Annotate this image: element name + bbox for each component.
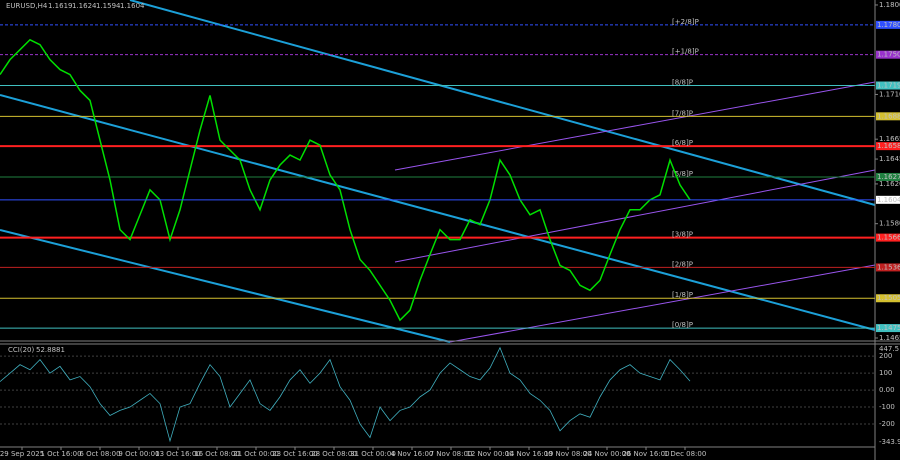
trend-lines (0, 0, 876, 343)
x-tick-label: 1 Dec 08:00 (664, 450, 707, 458)
y-tick-label: -200 (879, 420, 895, 428)
current-price-box (876, 195, 900, 204)
x-tick-label: 28 Oct 08:00 (311, 450, 357, 458)
level-label: [8/8]P (672, 78, 693, 86)
current-price-label: 1.1604 (877, 196, 900, 204)
level-value: 1.1780 (877, 21, 900, 29)
ohlc-value: 1.1604 (120, 2, 145, 10)
x-tick-label: 23 Oct 16:00 (272, 450, 318, 458)
channel-line (0, 229, 451, 343)
level-value: 1.1536 (877, 263, 900, 271)
y-tick-label: 1.1665 (879, 135, 900, 143)
level-box (876, 81, 900, 90)
level-label: [+1/8]P (672, 48, 699, 56)
x-tick-label: 19 Nov 08:00 (544, 450, 591, 458)
level-label: [2/8]P (672, 260, 693, 268)
y-tick-label: 200 (879, 352, 892, 360)
level-value: 1.1658 (877, 142, 900, 150)
y-tick-label: 1.1645 (879, 155, 900, 163)
x-tick-label: 4 Nov 16:00 (391, 450, 434, 458)
channel-line (0, 94, 876, 331)
x-tick-label: 26 Nov 16:00 (622, 450, 669, 458)
level-box (876, 20, 900, 29)
level-box (876, 294, 900, 303)
x-tick-label: 14 Nov 16:00 (505, 450, 552, 458)
ohlc-value: 1.1594 (96, 2, 121, 10)
x-tick-label: 16 Oct 08:00 (194, 450, 240, 458)
level-label: [7/8]P (672, 109, 693, 117)
channel-line (129, 0, 876, 206)
symbol: EURUSD,H4 (6, 2, 48, 10)
x-tick-label: 9 Oct 00:00 (118, 450, 159, 458)
level-label: [0/8]P (672, 321, 693, 329)
level-value: 1.1505 (877, 294, 900, 302)
x-tick-label: 29 Sep 2025 (0, 450, 44, 458)
x-tick-label: 7 Nov 08:00 (430, 450, 473, 458)
x-tick-label: 13 Oct 16:00 (155, 450, 201, 458)
level-value: 1.1566 (877, 234, 900, 242)
level-value: 1.1627 (877, 173, 900, 181)
x-tick-label: 12 Nov 00:00 (466, 450, 513, 458)
level-box (876, 142, 900, 151)
level-value: 1.1719 (877, 81, 900, 89)
level-value: 1.1750 (877, 51, 900, 59)
level-box (876, 112, 900, 121)
y-tick-label: 1.1580 (879, 220, 900, 228)
y-tick-label: 1.1800 (879, 1, 900, 9)
cci-value: 52.8881 (36, 346, 65, 354)
level-value: 1.1688 (877, 112, 900, 120)
x-tick-label: 24 Nov 00:00 (583, 450, 630, 458)
level-value: 1.1475 (877, 324, 900, 332)
regression-line (449, 264, 876, 343)
level-box (876, 172, 900, 181)
price-line (0, 38, 691, 322)
ohlc-value: 1.1624 (72, 2, 97, 10)
price-line (0, 346, 691, 443)
x-tick-label: 1 Oct 16:00 (40, 450, 81, 458)
y-tick-label: 0.00 (879, 386, 895, 394)
x-tick-label: 21 Oct 00:00 (233, 450, 279, 458)
y-tick-label: 100 (879, 369, 892, 377)
y-tick-label: 1.1465 (879, 334, 900, 342)
ohlc-value: 1.1619 (48, 2, 73, 10)
regression-line (394, 169, 876, 263)
y-tick-label: 1.1710 (879, 90, 900, 98)
y-tick-label: 1.1620 (879, 180, 900, 188)
level-label: [6/8]P (672, 139, 693, 147)
level-box (876, 233, 900, 242)
scale-label: -343.9494 (879, 438, 900, 446)
level-box (876, 50, 900, 59)
level-label: [3/8]P (672, 231, 693, 239)
level-box (876, 324, 900, 333)
y-tick-label: -100 (879, 403, 895, 411)
x-tick-label: 31 Oct 00:00 (350, 450, 396, 458)
level-label: [5/8]P (672, 170, 693, 178)
level-box (876, 263, 900, 272)
scale-label: 447.5 (879, 345, 899, 353)
level-label: [1/8]P (672, 291, 693, 299)
level-label: [+2/8]P (672, 18, 699, 26)
cci-title: CCI(20) (8, 346, 34, 354)
x-tick-label: 6 Oct 08:00 (79, 450, 120, 458)
regression-line (394, 81, 876, 171)
